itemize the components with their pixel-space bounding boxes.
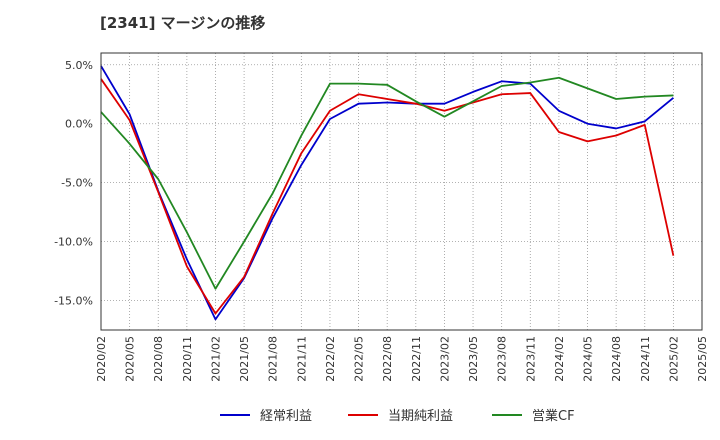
x-tick-label: 2025/02: [667, 336, 680, 382]
x-tick-label: 2020/08: [152, 336, 165, 382]
x-tick-label: 2022/05: [353, 336, 366, 382]
y-tick-label: -10.0%: [54, 236, 93, 249]
x-tick-label: 2021/08: [267, 336, 280, 382]
chart-title: [2341] マージンの推移: [100, 14, 266, 32]
legend-label: 営業CF: [532, 408, 575, 424]
x-tick-label: 2021/05: [238, 336, 251, 382]
x-tick-label: 2022/11: [410, 336, 423, 382]
x-tick-label: 2022/08: [381, 336, 394, 382]
series-lines: [100, 65, 675, 321]
x-tick-label: 2020/05: [124, 336, 137, 382]
x-tick-label: 2023/08: [496, 336, 509, 382]
series-line-0: [100, 65, 674, 321]
y-tick-label: -15.0%: [54, 295, 93, 308]
x-tick-label: 2023/02: [438, 336, 451, 382]
x-tick-label: 2023/11: [524, 336, 537, 382]
x-tick-label: 2022/02: [324, 336, 337, 382]
x-tick-label: 2024/05: [582, 336, 595, 382]
x-tick-label: 2025/05: [696, 336, 709, 382]
y-axis-ticks: 5.0% 0.0% -5.0% -10.0% -15.0%: [54, 59, 93, 308]
series-line-1: [100, 78, 675, 315]
legend-label: 経常利益: [260, 409, 312, 424]
plot-area: [100, 52, 703, 331]
legend: 経常利益 当期純利益 営業CF: [220, 408, 575, 424]
x-tick-label: 2024/08: [610, 336, 623, 382]
x-tick-label: 2020/11: [181, 336, 194, 382]
y-tick-label: 0.0%: [65, 118, 93, 131]
y-tick-label: 5.0%: [65, 59, 93, 72]
x-tick-label: 2020/02: [95, 336, 108, 382]
y-tick-label: -5.0%: [61, 177, 93, 190]
x-tick-label: 2023/05: [467, 336, 480, 382]
x-tick-label: 2024/02: [553, 336, 566, 382]
x-axis-ticks: 2020/02 2020/05 2020/08 2020/11 2021/02 2021/…: [95, 336, 709, 382]
grid: [100, 53, 703, 330]
legend-label: 当期純利益: [388, 409, 453, 424]
series-line-2: [100, 76, 674, 290]
x-tick-label: 2021/02: [209, 336, 222, 382]
x-tick-label: 2021/11: [295, 336, 308, 382]
x-tick-label: 2024/11: [639, 336, 652, 382]
